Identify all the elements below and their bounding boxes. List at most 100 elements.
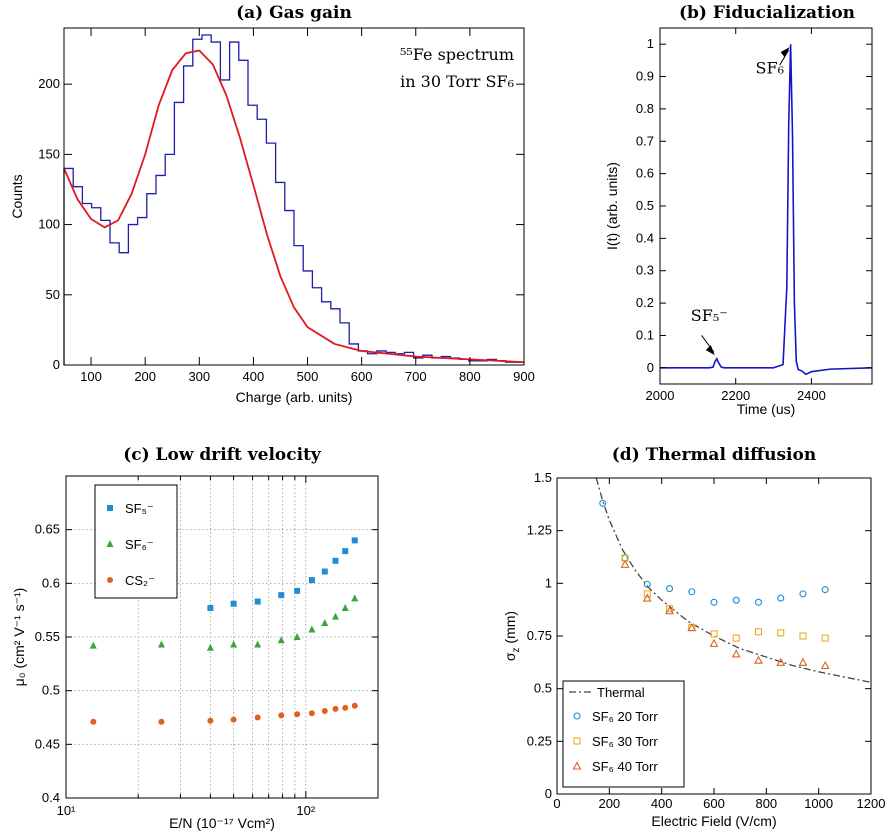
data-point (230, 716, 237, 723)
y-tick-label: 1 (647, 36, 654, 51)
y-tick-label: 0.5 (534, 681, 552, 696)
plot-frame (63, 27, 525, 366)
x-axis-label: E/N (10⁻¹⁷ Vcm²) (169, 815, 275, 831)
legend-label: SF₆ 40 Torr (592, 759, 658, 774)
x-tick-label: 600 (703, 796, 725, 811)
legend-marker (107, 577, 113, 583)
x-tick-label: 700 (405, 369, 427, 384)
y-tick-label: 1.25 (527, 523, 552, 538)
data-point (665, 585, 674, 593)
panel-d: (d) Thermal diffusion 0 200 400 600 800 1000 12… (502, 445, 885, 829)
legend-marker (106, 540, 114, 547)
y-axis-label: μ₀ (cm² V⁻¹ s⁻¹) (11, 588, 27, 687)
spectrum-annotation: ⁵⁵Fe spectrum (400, 45, 514, 64)
y-tick-label: 50 (46, 287, 60, 302)
x-tick-label: 300 (188, 369, 210, 384)
panel-b-title: (b) Fiducialization (679, 3, 855, 23)
x-tick-label: 500 (297, 369, 319, 384)
y-tick-label: 0.8 (636, 101, 654, 116)
y-axis-label: Counts (9, 174, 25, 218)
data-point (732, 596, 740, 604)
x-tick-label: 100 (80, 369, 102, 384)
y-tick-label: 1.5 (534, 470, 552, 485)
legend-label: SF₆ 30 Torr (592, 734, 658, 749)
legend-label: SF₆⁻ (125, 537, 154, 552)
data-point (688, 588, 696, 596)
y-axis-label-unit: (mm) (502, 611, 518, 648)
legend-marker (572, 761, 582, 770)
series-2 (90, 702, 358, 725)
data-point (777, 629, 785, 637)
plot-frame (659, 27, 873, 385)
data-point (207, 605, 214, 612)
sf6-arrow (779, 49, 790, 66)
data-point (351, 702, 358, 709)
y-tick-label: 0.5 (636, 198, 654, 213)
x-tick-label: 400 (243, 369, 265, 384)
y-tick-label: 0.1 (636, 327, 654, 342)
x-tick-label: 10² (296, 803, 315, 818)
data-point (799, 590, 807, 598)
legend-label: SF₆ 20 Torr (592, 709, 658, 724)
data-point (709, 638, 719, 647)
legend-marker (107, 505, 113, 511)
data-point (754, 598, 763, 606)
x-axis-label: Electric Field (V/cm) (651, 813, 776, 829)
data-point (731, 649, 741, 658)
x-axis-label: Time (us) (737, 401, 796, 417)
current-trace (660, 44, 873, 376)
data-point (332, 557, 339, 564)
y-axis-label-sub: z (511, 647, 522, 652)
y-tick-label: 0.7 (636, 133, 654, 148)
panel-d-title: (d) Thermal diffusion (612, 445, 816, 465)
data-point (254, 598, 261, 605)
x-tick-label: 200 (134, 369, 156, 384)
data-point (754, 628, 763, 636)
data-point (799, 632, 807, 640)
y-axis-label-main: σ (502, 652, 518, 661)
x-tick-label: 800 (755, 796, 777, 811)
series-1 (89, 594, 359, 651)
data-point (90, 718, 97, 725)
data-point (776, 657, 786, 666)
x-tick-label: 200 (598, 796, 620, 811)
sf5-peak-label: SF₅⁻ (691, 306, 728, 325)
sf6-peak-label: SF₆ (756, 58, 784, 77)
y-tick-label: 0.65 (35, 522, 60, 537)
y-tick-label: 0.6 (636, 166, 654, 181)
panel-a: (a) Gas gain 100 200 300 400 500 600 700 800 900 0… (9, 3, 535, 405)
data-point (293, 633, 301, 640)
data-point (642, 593, 652, 602)
data-point (321, 708, 328, 715)
data-point (620, 559, 630, 568)
x-tick-label: 600 (351, 369, 373, 384)
data-point (321, 568, 328, 575)
data-point (341, 604, 349, 612)
spectrum-annotation: in 30 Torr SF₆ (400, 72, 514, 91)
data-point (308, 577, 315, 584)
data-point (599, 499, 607, 507)
data-point (351, 537, 358, 544)
x-axis-label: Charge (arb. units) (236, 389, 353, 405)
y-tick-label: 0.55 (35, 629, 60, 644)
sf6-arrowhead (780, 47, 790, 58)
data-point (277, 636, 285, 644)
x-tick-label: 10¹ (57, 803, 76, 818)
data-point (308, 710, 315, 717)
legend: Thermal SF₆ 20 Torr SF₆ 30 Torr SF₆ 40 Torr (562, 680, 685, 788)
data-point (294, 711, 301, 718)
y-tick-label: 0.6 (42, 575, 60, 590)
data-point (206, 643, 214, 651)
legend-marker (573, 712, 581, 720)
x-tick-label: 2400 (797, 388, 826, 403)
y-tick-label: 0 (545, 786, 552, 801)
data-point (332, 705, 339, 712)
data-point (254, 714, 261, 721)
data-point (157, 640, 165, 648)
data-point (158, 718, 165, 725)
y-tick-label: 0 (53, 357, 60, 372)
data-point (351, 594, 359, 602)
data-point (294, 587, 301, 594)
y-tick-label: 0 (647, 360, 654, 375)
